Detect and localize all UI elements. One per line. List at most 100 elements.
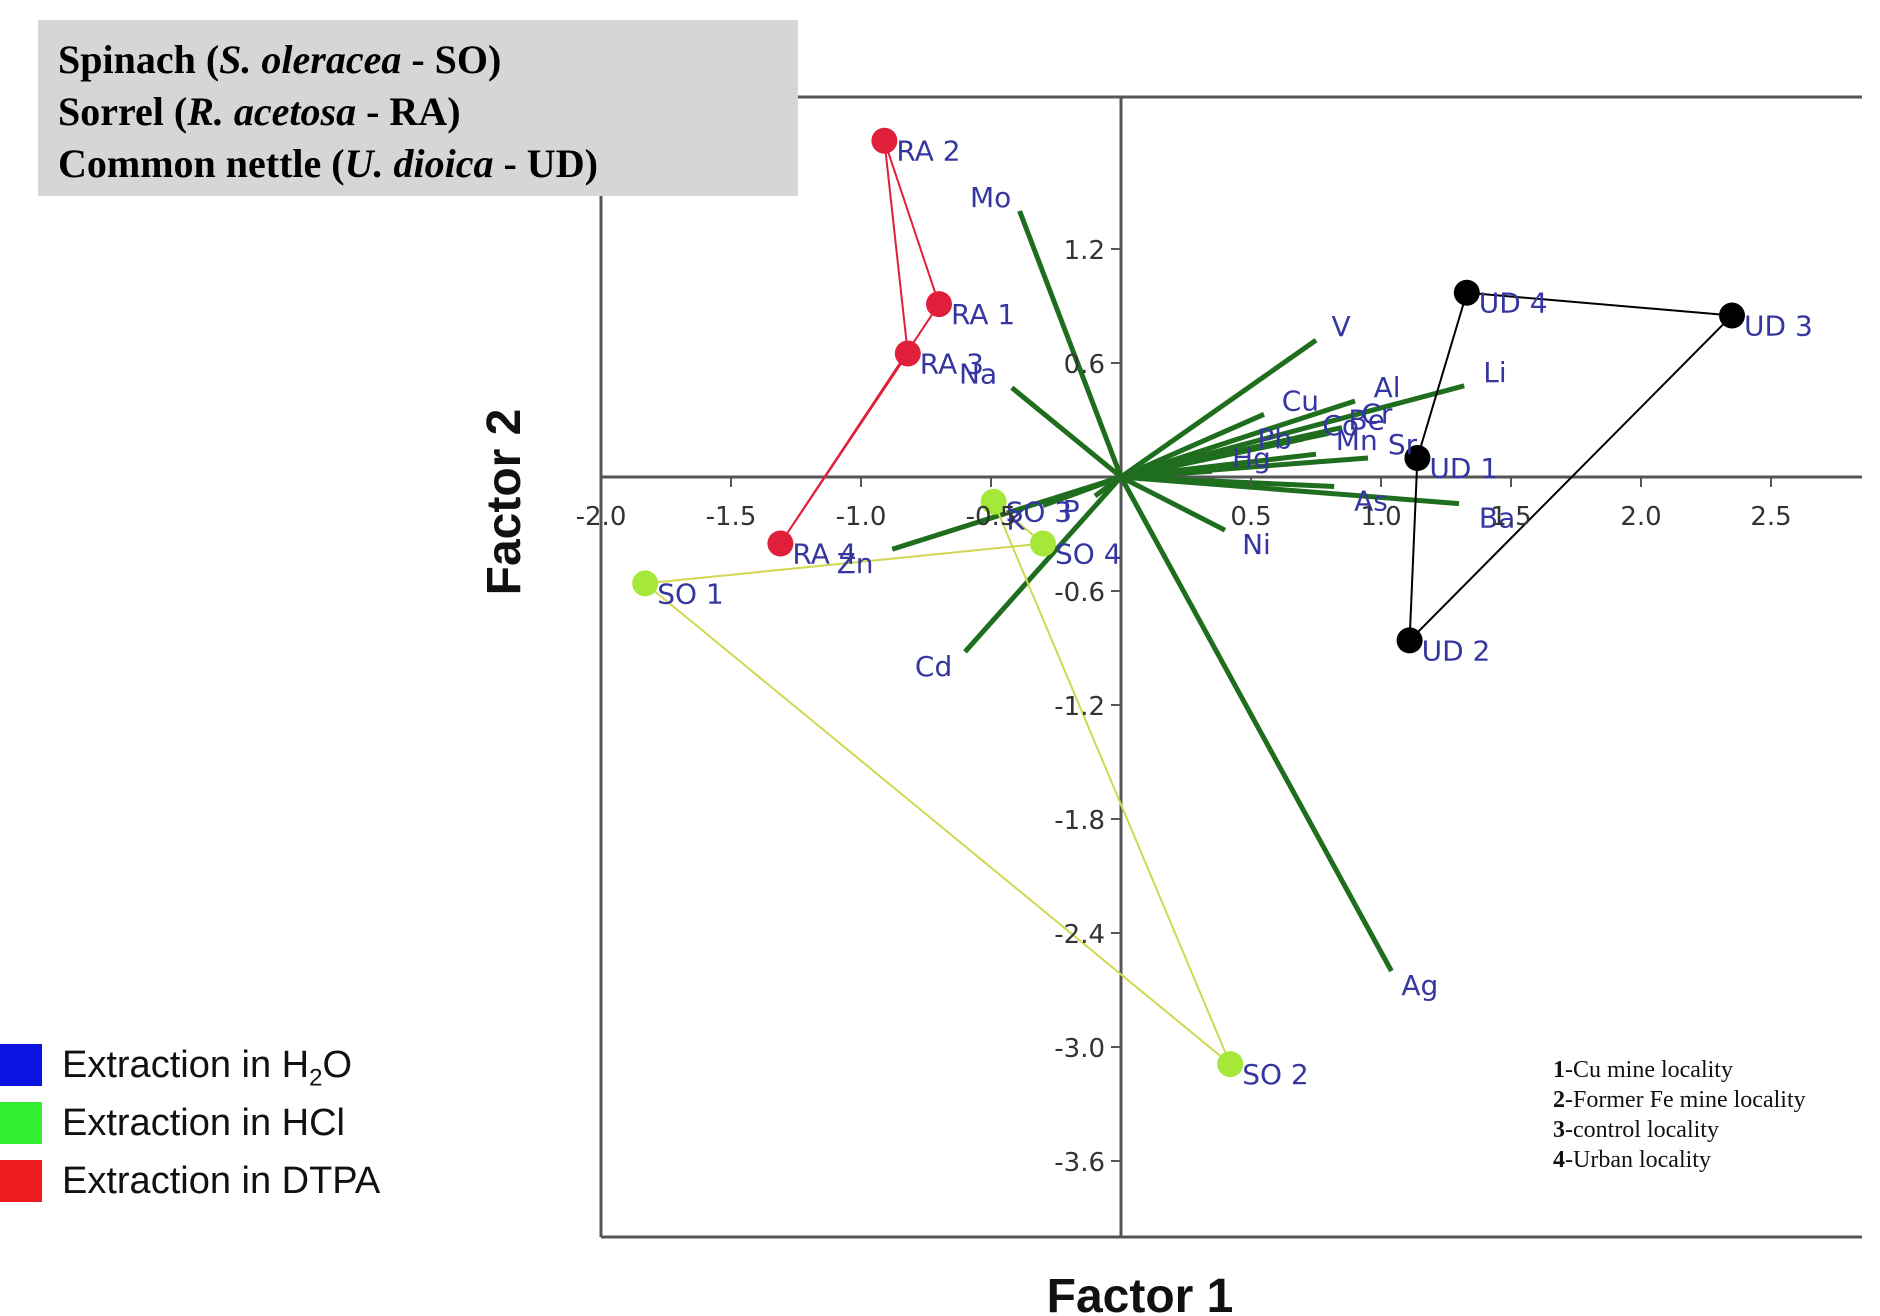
loading-label: Be: [1348, 403, 1384, 436]
species-line-ra: Sorrel (R. acetosa - RA): [58, 86, 778, 138]
loading-label: Mn: [1336, 424, 1378, 457]
sample-label: SO 2: [1242, 1058, 1309, 1091]
legend-swatch: [0, 1102, 42, 1144]
sample-point: [632, 570, 659, 597]
group-polygon-so: [642, 500, 1232, 1065]
loading-label: V: [1332, 310, 1351, 343]
loading-vector: [1119, 338, 1318, 480]
species-code: - SO): [401, 37, 502, 82]
y-tick-label: -1.2: [1054, 692, 1105, 722]
y-tick-label: -3.0: [1054, 1034, 1105, 1064]
y-axis-label: Factor 2: [478, 409, 531, 596]
loading-label: Al: [1374, 371, 1401, 404]
sample-point: [1719, 302, 1745, 329]
sample-label: UD 3: [1744, 310, 1813, 343]
sample-label: RA 4: [792, 538, 856, 571]
loading-label: Cd: [915, 650, 952, 683]
y-tick-label: 1.2: [1064, 236, 1105, 266]
sample-point: [1030, 530, 1056, 557]
extraction-legend: Extraction in H2O Extraction in HCl Extrac…: [0, 1040, 460, 1214]
sample-label: SO 4: [1055, 538, 1122, 571]
species-latin-name: R. acetosa: [187, 89, 357, 134]
loading-vector: [1120, 474, 1460, 507]
group-polygon-ra: [779, 140, 941, 545]
sample-point: [1453, 279, 1480, 306]
locality-legend-item: 1-Cu mine locality: [1553, 1057, 1733, 1083]
species-legend-box: Spinach (S. oleracea - SO) Sorrel (R. ace…: [38, 20, 798, 196]
locality-legend: 1-Cu mine locality 2-Former Fe mine local…: [1553, 1055, 1806, 1175]
loading-label: Pb: [1257, 422, 1292, 455]
loading-label: As: [1354, 485, 1388, 518]
sample-point: [1217, 1051, 1244, 1078]
species-latin-name: S. oleracea: [219, 37, 402, 82]
sample-point: [767, 530, 794, 557]
loading-vectors: [891, 210, 1465, 973]
species-common-name: Sorrel (: [58, 89, 188, 134]
loading-label: K: [1006, 504, 1025, 537]
x-tick-label: -0.5: [966, 502, 1017, 532]
x-tick-label: -1.5: [706, 502, 757, 532]
loading-label: Cr: [1361, 398, 1393, 431]
locality-legend-item: 4-Urban locality: [1553, 1147, 1711, 1173]
legend-swatch: [0, 1044, 42, 1086]
y-tick-label: -2.4: [1054, 920, 1105, 950]
sample-label: RA 3: [920, 348, 984, 381]
loading-vector: [1119, 412, 1266, 480]
locality-legend-item: 2-Former Fe mine locality: [1553, 1087, 1806, 1113]
loading-label: Hg: [1232, 441, 1271, 474]
sample-points: [632, 127, 1745, 1078]
loading-label: Cu: [1282, 384, 1319, 417]
x-tick-label: 1.5: [1490, 502, 1531, 532]
sample-label: UD 4: [1479, 287, 1548, 320]
sample-label: SO 3: [1006, 496, 1073, 529]
sample-point: [980, 488, 1007, 515]
sample-label: RA 2: [896, 135, 960, 168]
plot-frame: [599, 95, 1862, 1239]
species-common-name: Common nettle (: [58, 141, 345, 186]
x-tick-label: 2.5: [1750, 502, 1791, 532]
species-latin-name: U. dioica: [344, 141, 494, 186]
sample-point: [1396, 627, 1423, 654]
species-line-ud: Common nettle (U. dioica - UD): [58, 138, 778, 190]
loading-label: Sr: [1388, 428, 1418, 461]
loading-vector: [1010, 385, 1123, 479]
loading-vector: [1118, 475, 1394, 973]
x-tick-label: -1.0: [836, 502, 887, 532]
x-tick-label: 0.5: [1230, 502, 1271, 532]
loading-label: Ag: [1401, 969, 1438, 1002]
species-common-name: Spinach (: [58, 37, 220, 82]
legend-swatch: [0, 1160, 42, 1202]
loading-label: Zn: [837, 547, 874, 580]
loading-label: Ni: [1242, 528, 1271, 561]
extraction-legend-item: Extraction in HCl: [0, 1098, 460, 1156]
legend-label: Extraction in HCl: [62, 1102, 345, 1144]
y-tick-label: -3.6: [1054, 1148, 1105, 1178]
y-tick-label: 0.6: [1064, 350, 1105, 380]
loading-vector: [963, 475, 1123, 654]
loading-label: Ba: [1479, 502, 1515, 535]
sample-point: [871, 127, 898, 154]
legend-label: Extraction in DTPA: [62, 1160, 381, 1202]
x-axis-label: Factor 1: [1047, 1270, 1234, 1316]
y-tick-label: -0.6: [1054, 578, 1105, 608]
species-line-so: Spinach (S. oleracea - SO): [58, 34, 778, 86]
x-tick-label: 2.0: [1620, 502, 1661, 532]
sample-point: [926, 291, 952, 318]
extraction-legend-item: Extraction in H2O: [0, 1040, 460, 1098]
loading-label: Co: [1322, 409, 1359, 442]
extraction-legend-item: Extraction in DTPA: [0, 1156, 460, 1214]
loading-vector: [1119, 474, 1227, 533]
x-tick-label: -2.0: [576, 502, 627, 532]
y-tick-label: -1.8: [1054, 806, 1105, 836]
tick-labels: -2.0 -1.5 -1.0 -0.5 0.5 1.0 1.5 2.0 2.5 1.2 0.6 -0.…: [576, 236, 1792, 1178]
species-code: - UD): [493, 141, 598, 186]
loading-label: P: [1063, 494, 1080, 527]
sample-point: [1404, 445, 1431, 471]
species-code: - RA): [356, 89, 461, 134]
loading-vector: [1017, 210, 1124, 478]
x-tick-label: 1.0: [1360, 502, 1401, 532]
sample-point: [894, 340, 921, 367]
sample-label: SO 1: [657, 577, 724, 610]
